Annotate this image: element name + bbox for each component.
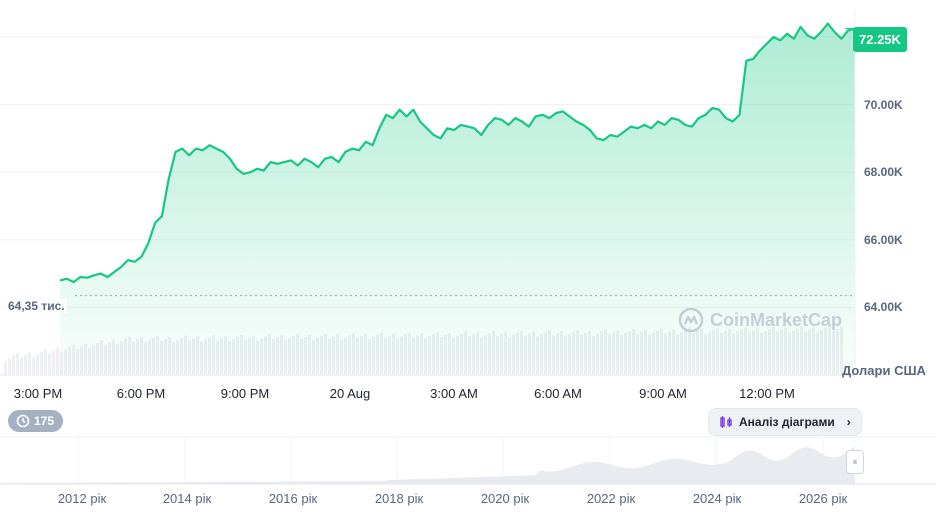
navigator-year-label: 2018 рік bbox=[374, 491, 424, 506]
y-tick-label: 70.00K bbox=[864, 97, 903, 112]
volume-bar bbox=[4, 361, 7, 375]
y-unit-label: Долари США bbox=[842, 363, 926, 378]
x-tick-label: 6:00 AM bbox=[534, 386, 582, 401]
volume-bar bbox=[40, 351, 43, 375]
x-tick-label: 6:00 PM bbox=[116, 386, 166, 401]
volume-bar bbox=[8, 358, 11, 375]
volume-bar bbox=[28, 352, 31, 375]
chevron-right-icon: › bbox=[846, 415, 851, 429]
y-tick-label: 68.00K bbox=[864, 165, 903, 180]
watermark-text: CoinMarketCap bbox=[710, 309, 843, 330]
history-button[interactable]: 175 bbox=[8, 410, 64, 432]
navigator-year-label: 2024 рік bbox=[692, 491, 742, 506]
y-tick-label: 64.00K bbox=[864, 300, 903, 315]
candlestick-icon bbox=[720, 416, 732, 428]
navigator-year-label: 2014 рік bbox=[162, 491, 212, 506]
volume-bar bbox=[48, 353, 51, 375]
open-price-label: 64,35 тис. bbox=[6, 299, 67, 313]
volume-bar bbox=[52, 350, 55, 375]
navigator-year-label: 2022 рік bbox=[586, 491, 636, 506]
x-tick-label: 3:00 PM bbox=[13, 386, 63, 401]
volume-bar bbox=[12, 355, 15, 375]
series-area bbox=[60, 23, 855, 375]
navigator-handle[interactable]: ⏸ bbox=[846, 450, 864, 474]
navigator-year-label: 2020 рік bbox=[480, 491, 530, 506]
navigator-area bbox=[0, 446, 855, 484]
series-line bbox=[59, 22, 856, 284]
y-tick-label: 66.00K bbox=[864, 232, 903, 247]
history-icon bbox=[16, 414, 30, 428]
volume-bar bbox=[44, 348, 47, 375]
current-price-badge: 72.25K bbox=[853, 27, 907, 52]
volume-bar bbox=[16, 353, 19, 375]
x-tick-label: 9:00 AM bbox=[639, 386, 687, 401]
x-tick-label: 20 Aug bbox=[329, 386, 371, 401]
chart-analysis-button[interactable]: Аналіз діаграми › bbox=[708, 408, 862, 436]
volume-bar bbox=[56, 348, 59, 375]
volume-bar bbox=[24, 354, 27, 375]
x-tick-label: 12:00 PM bbox=[739, 386, 795, 401]
volume-bar bbox=[20, 357, 23, 375]
chart-analysis-label: Аналіз діаграми bbox=[739, 415, 835, 429]
history-count: 175 bbox=[34, 414, 55, 428]
x-tick-label: 9:00 PM bbox=[220, 386, 270, 401]
x-tick-label: 3:00 AM bbox=[430, 386, 478, 401]
navigator-year-label: 2026 рік bbox=[798, 491, 848, 506]
volume-bar bbox=[32, 356, 35, 375]
volume-bar bbox=[36, 354, 39, 375]
coinmarketcap-logo-icon bbox=[678, 307, 704, 333]
watermark: CoinMarketCap bbox=[678, 307, 842, 333]
navigator-year-label: 2016 рік bbox=[268, 491, 318, 506]
navigator-year-label: 2012 рік bbox=[57, 491, 107, 506]
